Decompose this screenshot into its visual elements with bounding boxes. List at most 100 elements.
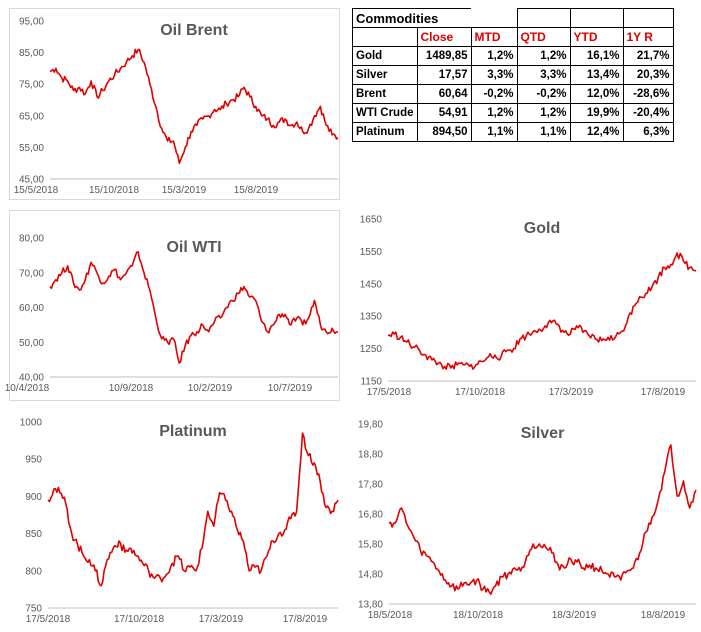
cell: -0,2% xyxy=(516,84,571,104)
chart-title: Oil WTI xyxy=(166,239,221,256)
cell: 1,2% xyxy=(516,46,571,66)
y-tick-label: 1450 xyxy=(360,279,383,290)
y-tick-label: 750 xyxy=(25,604,42,615)
y-tick-label: 19,80 xyxy=(358,420,383,431)
commodities-table: Commodities Close MTD QTD YTD 1Y R Gold … xyxy=(352,8,674,142)
column-header: Close xyxy=(416,27,472,47)
chart-panel-oil-wti: Oil WTI 40,00 50,00 60,00 70,00 80,00 10/4/201… xyxy=(5,210,340,401)
column-header: MTD xyxy=(470,27,518,47)
row-name: Gold xyxy=(352,46,418,66)
y-tick-label: 14,80 xyxy=(358,570,383,581)
cell: 20,3% xyxy=(622,65,674,85)
table-row: Silver 17,57 3,3% 3,3% 13,4% 20,3% xyxy=(352,65,674,85)
chart-title: Oil Brent xyxy=(160,22,228,39)
x-tick-label: 15/8/2019 xyxy=(234,185,279,196)
series-line xyxy=(388,444,697,595)
cell: 1,1% xyxy=(470,122,518,142)
column-header: QTD xyxy=(516,27,571,47)
y-tick-label: 65,00 xyxy=(19,111,44,122)
x-tick-label: 17/8/2019 xyxy=(641,387,686,398)
cell: -0,2% xyxy=(470,84,518,104)
y-tick-label: 1150 xyxy=(360,377,382,388)
table-title-row: Commodities xyxy=(352,8,674,28)
cell: 3,3% xyxy=(516,65,571,85)
y-tick-label: 75,00 xyxy=(19,80,44,91)
table-header-row: Close MTD QTD YTD 1Y R xyxy=(352,27,674,47)
x-tick-label: 10/2/2019 xyxy=(188,383,233,394)
y-tick-label: 55,00 xyxy=(19,143,44,154)
x-tick-label: 18/8/2019 xyxy=(641,610,686,621)
chart-panel-oil-brent: Oil Brent 45,00 55,00 65,00 75,00 85,00 95,00 1… xyxy=(9,8,340,200)
y-tick-label: 40,00 xyxy=(19,373,44,384)
y-tick-label: 17,80 xyxy=(358,480,383,491)
x-tick-label: 17/5/2018 xyxy=(26,614,71,625)
cell: 60,64 xyxy=(416,84,472,104)
row-name: WTI Crude xyxy=(352,103,418,123)
y-tick-label: 1550 xyxy=(360,247,383,258)
y-tick-label: 950 xyxy=(25,455,42,466)
x-tick-label: 10/4/2018 xyxy=(5,383,50,394)
x-tick-label: 18/10/2018 xyxy=(453,610,503,621)
y-tick-label: 1650 xyxy=(360,215,383,226)
cell: 16,1% xyxy=(569,46,624,66)
row-name: Platinum xyxy=(352,122,418,142)
chart-panel-platinum: Platinum 750 800 850 900 950 1000 17/5/2018 17/1… xyxy=(0,412,345,632)
y-tick-label: 85,00 xyxy=(19,48,44,59)
x-tick-label: 17/10/2018 xyxy=(114,614,164,625)
cell: 12,0% xyxy=(569,84,624,104)
x-tick-label: 18/3/2019 xyxy=(552,610,597,621)
y-tick-label: 45,00 xyxy=(19,175,44,186)
chart-silver: Silver 13,80 14,80 15,80 16,80 17,80 18,80 19,8… xyxy=(358,420,697,621)
row-name: Silver xyxy=(352,65,418,85)
series-line xyxy=(387,252,697,370)
y-tick-label: 850 xyxy=(25,529,42,540)
cell: -20,4% xyxy=(622,103,674,123)
table-title: Commodities xyxy=(352,8,471,28)
x-tick-label: 17/5/2018 xyxy=(367,387,412,398)
chart-panel-gold: Gold 1150 1250 1350 1450 1550 1650 17/5/2018 17/… xyxy=(345,207,701,407)
y-tick-label: 16,80 xyxy=(358,510,383,521)
cell: 17,57 xyxy=(416,65,472,85)
y-tick-label: 60,00 xyxy=(19,303,44,314)
column-header: 1Y R xyxy=(622,27,674,47)
cell: 3,3% xyxy=(470,65,518,85)
cell: 12,4% xyxy=(569,122,624,142)
y-tick-label: 95,00 xyxy=(19,17,44,28)
series-line xyxy=(47,432,339,587)
y-tick-label: 80,00 xyxy=(19,234,44,245)
y-tick-label: 1250 xyxy=(360,344,383,355)
cell: 6,3% xyxy=(622,122,674,142)
cell: 1,2% xyxy=(470,46,518,66)
series-line xyxy=(49,251,339,364)
x-tick-label: 18/5/2018 xyxy=(368,610,413,621)
cell: 19,9% xyxy=(569,103,624,123)
chart-title: Gold xyxy=(524,220,560,237)
x-tick-label: 15/10/2018 xyxy=(89,185,139,196)
y-tick-label: 900 xyxy=(25,492,42,503)
table-row: WTI Crude 54,91 1,2% 1,2% 19,9% -20,4% xyxy=(352,103,674,123)
y-tick-label: 15,80 xyxy=(358,540,383,551)
x-tick-label: 17/10/2018 xyxy=(455,387,505,398)
chart-title: Platinum xyxy=(159,423,227,440)
table-row: Brent 60,64 -0,2% -0,2% 12,0% -28,6% xyxy=(352,84,674,104)
x-tick-label: 15/5/2018 xyxy=(14,185,59,196)
cell: 894,50 xyxy=(416,122,472,142)
y-tick-label: 1350 xyxy=(360,312,383,323)
chart-panel-silver: Silver 13,80 14,80 15,80 16,80 17,80 18,80 19,8… xyxy=(345,412,701,632)
y-tick-label: 70,00 xyxy=(19,268,44,279)
x-tick-label: 10/7/2019 xyxy=(268,383,313,394)
cell: 13,4% xyxy=(569,65,624,85)
y-tick-label: 50,00 xyxy=(19,338,44,349)
chart-gold: Gold 1150 1250 1350 1450 1550 1650 17/5/2018 17/… xyxy=(360,215,697,398)
chart-platinum: Platinum 750 800 850 900 950 1000 17/5/2018 17/1… xyxy=(20,418,339,625)
cell: 21,7% xyxy=(622,46,674,66)
cell: 1,2% xyxy=(516,103,571,123)
cell: 54,91 xyxy=(416,103,472,123)
chart-oil-wti: Oil WTI 40,00 50,00 60,00 70,00 80,00 10/4/201… xyxy=(5,234,339,394)
chart-oil-brent: Oil Brent 45,00 55,00 65,00 75,00 85,00 95,00 1… xyxy=(14,17,339,196)
row-name: Brent xyxy=(352,84,418,104)
x-tick-label: 17/3/2019 xyxy=(199,614,244,625)
cell: 1,1% xyxy=(516,122,571,142)
table-row: Platinum 894,50 1,1% 1,1% 12,4% 6,3% xyxy=(352,122,674,142)
series-line xyxy=(49,48,339,164)
